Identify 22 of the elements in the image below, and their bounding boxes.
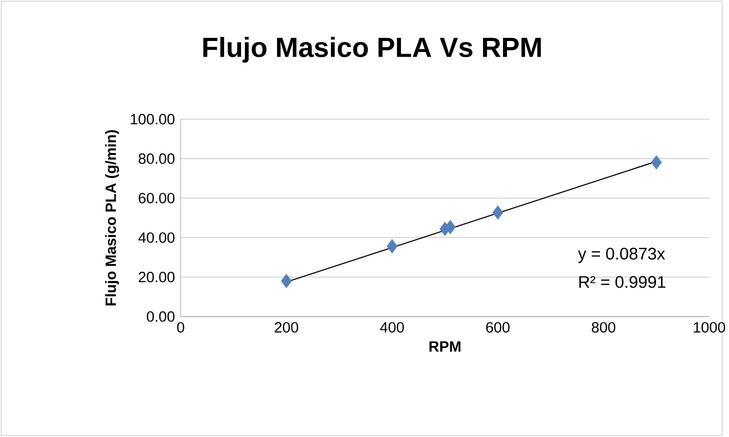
x-tick-label: 1000 [694, 322, 726, 333]
x-tick-label: 800 [592, 322, 616, 333]
y-tick-label: 40.00 [138, 232, 174, 243]
y-tick-label: 80.00 [138, 154, 174, 164]
x-axis-title: RPM [429, 342, 460, 352]
point [492, 206, 504, 220]
y-tick-label: 0.00 [146, 311, 174, 322]
chart-title: Flujo Masico PLA Vs RPM [203, 37, 541, 63]
point [444, 220, 456, 234]
x-tick-label: 400 [380, 322, 404, 333]
y-axis-title: Flujo Masico PLA (g/min) [105, 130, 120, 306]
x-tick-label: 600 [486, 322, 510, 333]
point [280, 274, 292, 288]
x-tick-label: 200 [274, 322, 298, 333]
y-tick-label: 100.00 [130, 114, 174, 125]
annotation: R² = 0.9991 [579, 276, 666, 288]
point [650, 155, 662, 170]
y-tick-label: 20.00 [138, 272, 174, 282]
x-tick-label: 0 [177, 322, 184, 333]
point [386, 239, 398, 254]
annotation: y = 0.0873x [578, 248, 666, 264]
y-tick-label: 60.00 [138, 193, 174, 204]
